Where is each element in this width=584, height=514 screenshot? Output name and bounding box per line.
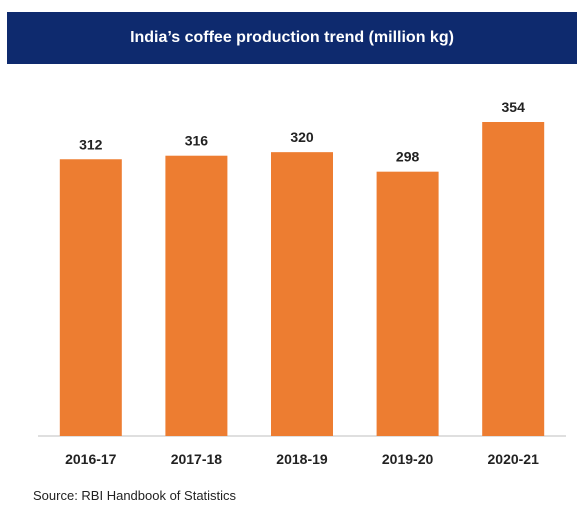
data-label-2019-20: 298 xyxy=(396,149,420,165)
data-label-2018-19: 320 xyxy=(290,129,314,145)
chart-title-bar: India’s coffee production trend (million… xyxy=(7,12,577,64)
bar-2018-19 xyxy=(271,152,333,436)
data-label-2017-18: 316 xyxy=(185,133,209,149)
x-tick-label-2017-18: 2017-18 xyxy=(171,451,223,467)
data-label-2020-21: 354 xyxy=(502,99,526,115)
x-tick-label-2018-19: 2018-19 xyxy=(276,451,328,467)
bar-2017-18 xyxy=(165,155,228,436)
x-tick-label-2020-21: 2020-21 xyxy=(488,451,540,467)
data-label-2016-17: 312 xyxy=(79,136,103,152)
bar-2016-17 xyxy=(59,159,122,436)
x-tick-label-2019-20: 2019-20 xyxy=(382,451,434,467)
chart-title: India’s coffee production trend (million… xyxy=(130,29,454,46)
source-note: Source: RBI Handbook of Statistics xyxy=(33,488,237,503)
bar-2019-20 xyxy=(376,171,439,437)
x-tick-label-2016-17: 2016-17 xyxy=(65,451,117,467)
bar-2020-21 xyxy=(482,122,545,436)
